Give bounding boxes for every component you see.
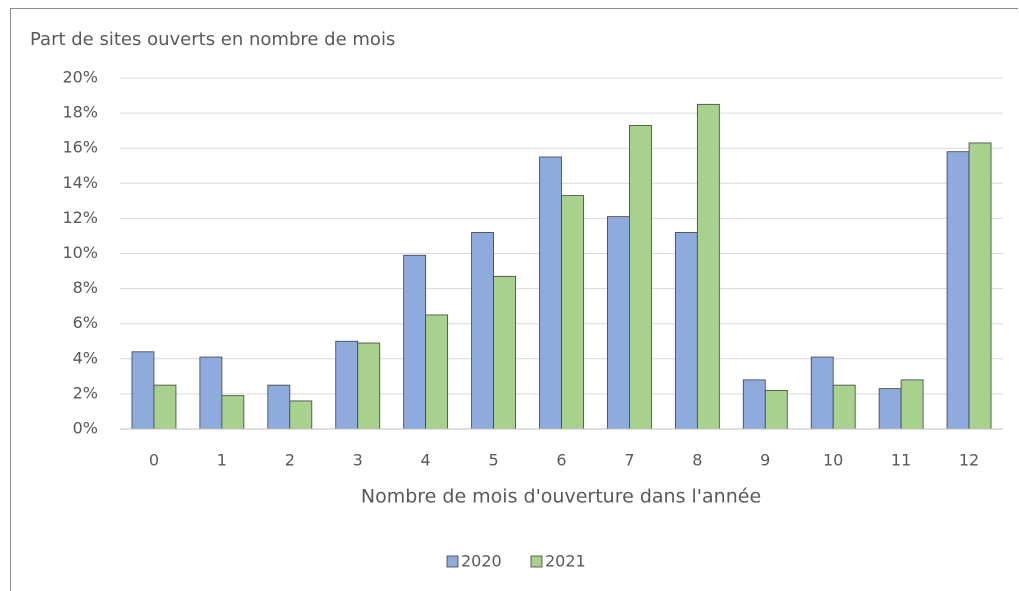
x-tick-label: 6 [556,451,566,470]
x-tick-label: 5 [488,451,498,470]
y-tick-label: 18% [62,103,98,122]
bar [968,142,992,430]
bar [764,389,788,430]
x-tick-label: 11 [891,451,911,470]
y-tick-label: 0% [73,419,98,438]
bar [629,124,652,430]
legend-swatch [530,555,543,568]
bar [674,232,698,430]
x-tick-label: 4 [421,451,431,470]
y-tick-label: 4% [73,348,98,367]
bar [607,216,630,430]
x-tick-label: 3 [353,451,363,470]
bar [403,254,427,430]
y-axis-label: Part de sites ouverts en nombre de mois [30,29,395,50]
x-tick-label: 2 [285,451,295,470]
bar [946,151,970,430]
bar [742,379,766,430]
x-axis-label: Nombre de mois d'ouverture dans l'année [361,486,761,508]
bar [900,379,924,430]
bar [153,384,177,430]
bar [493,275,516,430]
bar [425,314,449,430]
legend-label: 2020 [461,552,502,571]
bar [289,400,313,430]
bar [832,384,856,430]
bar [221,395,245,430]
y-tick-label: 14% [62,173,98,192]
bar [335,340,359,430]
y-tick-label: 10% [62,243,98,262]
bar [810,356,834,430]
legend-label: 2021 [545,552,586,571]
legend-swatch [446,555,459,568]
y-tick-label: 16% [62,138,98,157]
bar [267,384,291,430]
bar [357,342,381,430]
y-tick-label: 6% [73,313,98,332]
y-tick-label: 8% [73,278,98,297]
x-tick-label: 0 [149,451,159,470]
bar [471,232,494,430]
bar [539,156,562,430]
bar [878,388,902,430]
bar [561,195,584,430]
x-tick-label: 10 [823,451,843,470]
y-tick-label: 2% [73,383,98,402]
bar [199,356,223,430]
x-tick-label: 1 [217,451,227,470]
x-tick-label: 8 [692,451,702,470]
x-tick-label: 9 [760,451,770,470]
bar [131,351,155,430]
frame [10,8,1018,591]
x-tick-label: 12 [959,451,979,470]
y-tick-label: 12% [62,208,98,227]
bar [696,103,720,430]
x-tick-label: 7 [624,451,634,470]
y-tick-label: 20% [62,68,98,87]
